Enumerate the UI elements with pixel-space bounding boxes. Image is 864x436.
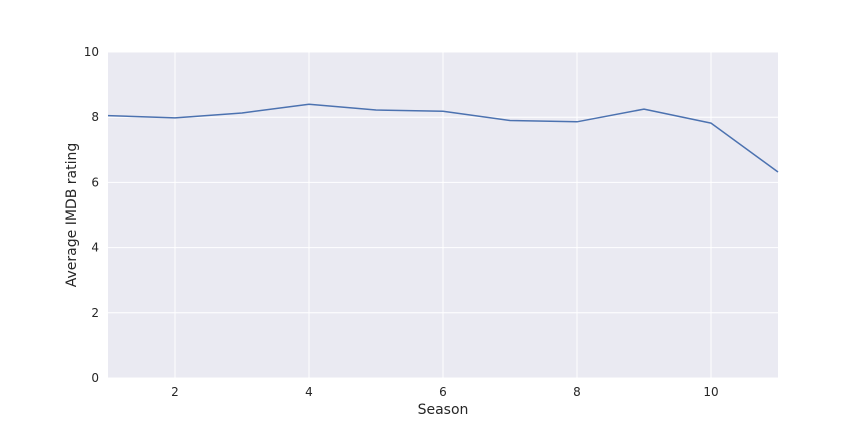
y-tick-label: 2 (91, 306, 99, 320)
gridlines (108, 51, 778, 379)
y-axis-label: Average IMDB rating (64, 143, 80, 287)
series-group (107, 103, 779, 173)
y-tick-label: 0 (91, 371, 99, 385)
x-tick-label: 8 (573, 385, 581, 399)
y-tick-label: 6 (91, 175, 99, 189)
x-tick-label: 4 (305, 385, 313, 399)
y-tick-label: 8 (91, 110, 99, 124)
y-tick-label: 10 (84, 45, 99, 59)
x-axis-label: Season (418, 402, 469, 418)
series-line (107, 103, 779, 173)
x-tick-label: 2 (171, 385, 179, 399)
x-tick-label: 6 (439, 385, 447, 399)
x-tick-label: 10 (703, 385, 718, 399)
y-axis-ticks: 0 2 4 6 8 10 (84, 45, 99, 385)
x-axis-ticks: 2 4 6 8 10 (171, 385, 718, 399)
y-tick-label: 4 (91, 241, 99, 255)
